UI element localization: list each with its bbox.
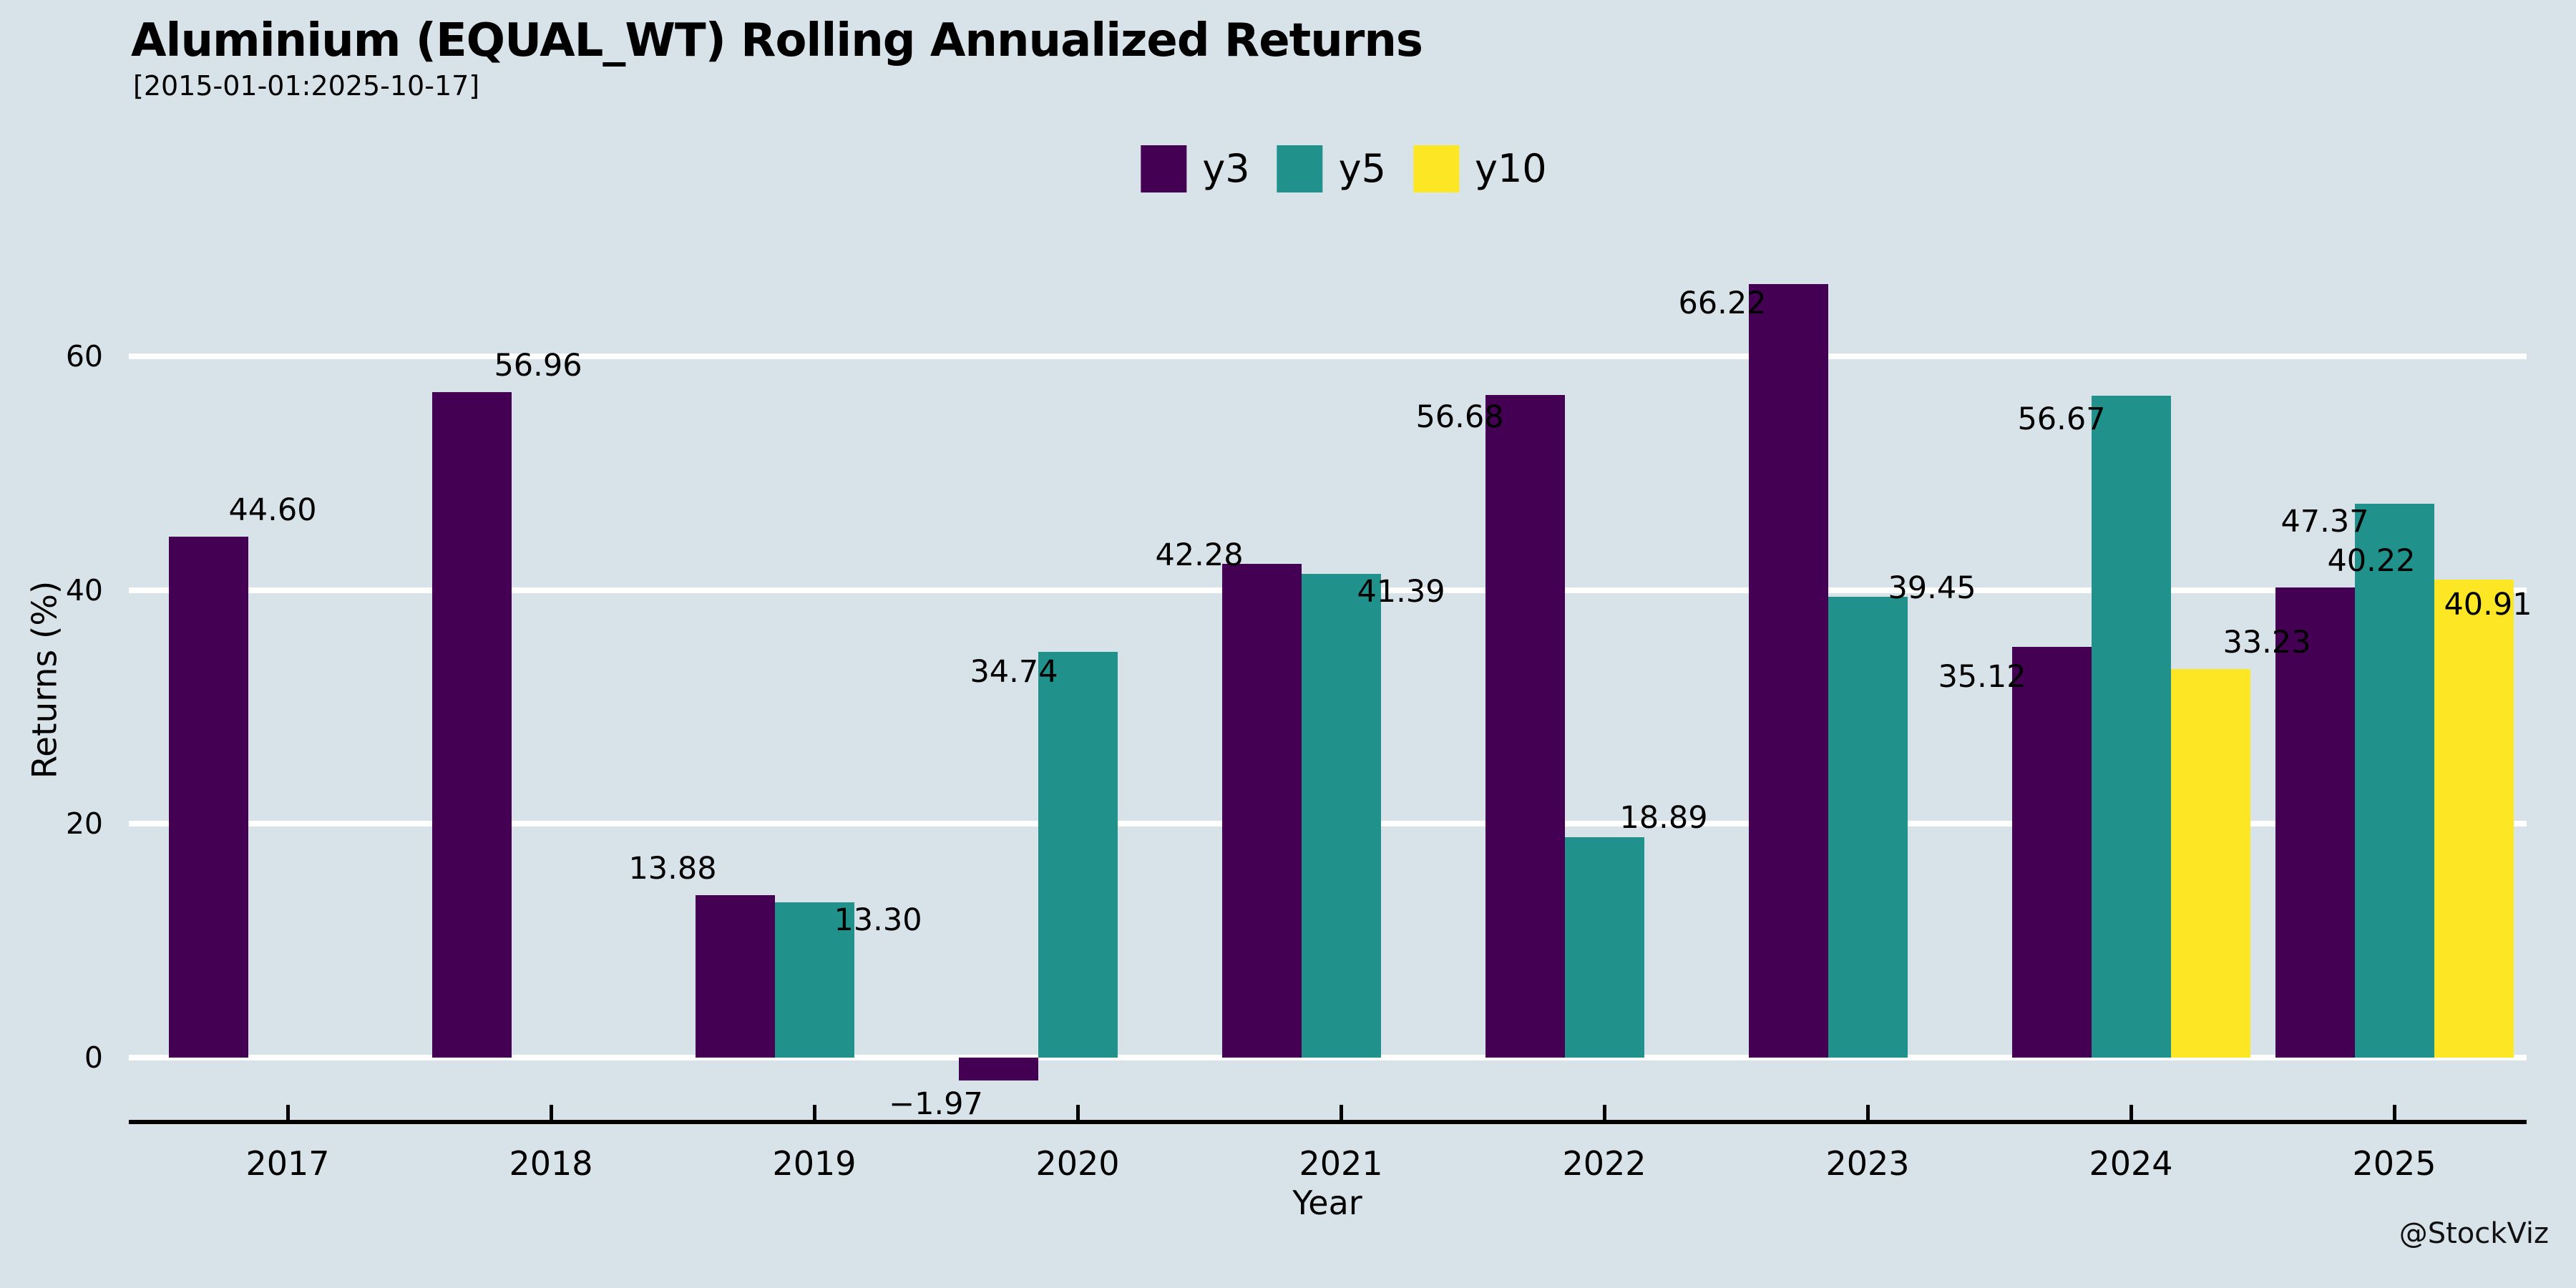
y-tick-label: 0 xyxy=(84,1040,103,1075)
legend-swatch-y10 xyxy=(1413,145,1459,192)
x-axis-line xyxy=(129,1120,2527,1124)
y-tick-label: 20 xyxy=(65,806,103,841)
bar-2017-y3 xyxy=(168,536,248,1058)
x-tick-mark xyxy=(550,1105,553,1121)
value-label-2018-y3: 56.96 xyxy=(494,347,582,384)
value-label-2021-y3: 42.28 xyxy=(1155,537,1244,573)
legend-label-y10: y10 xyxy=(1474,146,1547,191)
bar-2021-y5 xyxy=(1301,574,1381,1058)
x-tick-label: 2025 xyxy=(2352,1144,2436,1183)
legend-label-y5: y5 xyxy=(1338,146,1386,191)
legend: y3 y5 y10 xyxy=(1141,145,1547,192)
value-label-2020-y3: −1.97 xyxy=(889,1086,983,1123)
x-tick-mark xyxy=(1603,1105,1606,1121)
x-axis-label: Year xyxy=(1292,1184,1362,1222)
bar-2018-y3 xyxy=(431,391,512,1058)
x-tick-mark xyxy=(2393,1105,2396,1121)
value-label-2021-y5: 41.39 xyxy=(1357,574,1445,610)
value-label-2017-y3: 44.60 xyxy=(228,492,317,528)
value-label-2019-y3: 13.88 xyxy=(628,851,717,887)
value-label-2025-y5: 47.37 xyxy=(2280,504,2369,540)
bar-2024-y10 xyxy=(2170,669,2250,1058)
value-label-2020-y5: 34.74 xyxy=(970,653,1058,690)
x-tick-mark xyxy=(1076,1105,1080,1121)
value-label-2023-y3: 66.22 xyxy=(1678,285,1767,321)
legend-label-y3: y3 xyxy=(1202,146,1250,191)
bar-2025-y5 xyxy=(2354,504,2434,1058)
legend-swatch-y3 xyxy=(1141,145,1187,192)
value-label-2022-y5: 18.89 xyxy=(1619,799,1708,836)
gridline-y60 xyxy=(129,353,2527,360)
value-label-2024-y5: 56.67 xyxy=(2017,401,2106,437)
value-label-2025-y3: 40.22 xyxy=(2327,543,2416,580)
bar-2024-y3 xyxy=(2011,647,2092,1058)
bar-2023-y5 xyxy=(1828,596,1908,1058)
x-tick-mark xyxy=(286,1105,290,1121)
x-tick-label: 2020 xyxy=(1035,1144,1120,1183)
x-tick-mark xyxy=(1340,1105,1343,1121)
bar-2022-y3 xyxy=(1485,395,1565,1058)
value-label-2025-y10: 40.91 xyxy=(2444,586,2532,623)
chart-subtitle: [2015-01-01:2025-10-17] xyxy=(133,70,480,102)
x-tick-label: 2024 xyxy=(2089,1144,2173,1183)
gridline-y0 xyxy=(129,1055,2527,1060)
y-axis-label: Returns (%) xyxy=(25,580,65,779)
legend-item-y5: y5 xyxy=(1277,145,1386,192)
value-label-2024-y3: 35.12 xyxy=(1938,659,2026,696)
bar-2023-y3 xyxy=(1748,283,1828,1058)
y-tick-label: 40 xyxy=(65,572,103,608)
x-tick-label: 2022 xyxy=(1562,1144,1646,1183)
bar-2020-y5 xyxy=(1038,651,1118,1058)
x-tick-label: 2023 xyxy=(1825,1144,1910,1183)
bar-2021-y3 xyxy=(1221,563,1302,1058)
x-tick-label: 2021 xyxy=(1299,1144,1383,1183)
x-tick-label: 2019 xyxy=(772,1144,857,1183)
value-label-2019-y5: 13.30 xyxy=(834,902,922,938)
x-tick-mark xyxy=(2129,1105,2133,1121)
y-tick-label: 60 xyxy=(65,339,103,374)
x-tick-label: 2017 xyxy=(245,1144,330,1183)
bar-2024-y5 xyxy=(2091,395,2171,1058)
value-label-2024-y10: 33.23 xyxy=(2223,625,2311,661)
watermark: @StockViz xyxy=(2399,1217,2549,1250)
bar-2019-y3 xyxy=(695,895,775,1058)
bar-2025-y10 xyxy=(2434,579,2514,1058)
value-label-2022-y3: 56.68 xyxy=(1415,399,1504,436)
legend-item-y3: y3 xyxy=(1141,145,1250,192)
x-tick-mark xyxy=(813,1105,816,1121)
legend-item-y10: y10 xyxy=(1413,145,1547,192)
value-label-2023-y5: 39.45 xyxy=(1888,570,1976,606)
bar-2022-y5 xyxy=(1564,836,1644,1058)
bar-2025-y3 xyxy=(2275,587,2355,1058)
bar-2020-y3 xyxy=(958,1058,1038,1081)
x-tick-label: 2018 xyxy=(509,1144,593,1183)
chart-title: Aluminium (EQUAL_WT) Rolling Annualized … xyxy=(131,14,1423,67)
bar-2019-y5 xyxy=(774,902,854,1058)
x-tick-mark xyxy=(1866,1105,1870,1121)
legend-swatch-y5 xyxy=(1277,145,1323,192)
